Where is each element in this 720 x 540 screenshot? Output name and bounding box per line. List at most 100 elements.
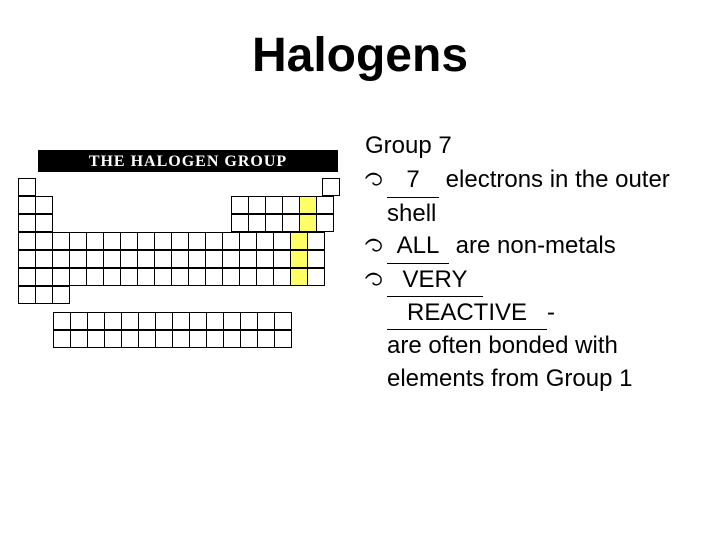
group-heading: Group 7 bbox=[365, 130, 695, 162]
bullet-line-2: REACTIVE- bbox=[387, 297, 695, 330]
pt-cell bbox=[172, 312, 190, 330]
pt-spacer bbox=[18, 312, 54, 330]
pt-cell bbox=[18, 250, 36, 268]
pt-cell bbox=[222, 232, 240, 250]
pt-row bbox=[18, 268, 358, 286]
pt-cell bbox=[206, 330, 224, 348]
pt-cell bbox=[35, 196, 53, 214]
pt-cell bbox=[172, 330, 190, 348]
pt-cell bbox=[240, 330, 258, 348]
pt-cell bbox=[231, 214, 249, 232]
pt-cell bbox=[18, 196, 36, 214]
periodic-table-grid bbox=[18, 178, 358, 348]
pt-cell bbox=[257, 330, 275, 348]
bullet-item: ALL are non-metals bbox=[365, 230, 695, 263]
pt-spacer bbox=[35, 178, 323, 196]
pt-cell bbox=[35, 214, 53, 232]
pt-cell-halogen bbox=[290, 232, 308, 250]
pt-cell bbox=[274, 312, 292, 330]
pt-cell bbox=[223, 330, 241, 348]
bullet-text: - bbox=[547, 299, 555, 326]
pt-spacer bbox=[52, 196, 232, 214]
pt-cell bbox=[248, 214, 266, 232]
pt-cell bbox=[86, 232, 104, 250]
bullet-body: 7 electrons in the outer shell bbox=[387, 164, 695, 230]
pt-cell bbox=[52, 232, 70, 250]
pt-spacer bbox=[52, 214, 232, 232]
pt-cell bbox=[265, 214, 283, 232]
pt-cell bbox=[307, 232, 325, 250]
pt-cell bbox=[103, 250, 121, 268]
pt-cell bbox=[239, 250, 257, 268]
pt-cell bbox=[138, 312, 156, 330]
pt-cell bbox=[223, 312, 241, 330]
pt-cell bbox=[154, 250, 172, 268]
pt-cell bbox=[256, 250, 274, 268]
pt-cell bbox=[87, 312, 105, 330]
pt-cell bbox=[282, 196, 300, 214]
pt-cell bbox=[316, 196, 334, 214]
pt-cell bbox=[206, 312, 224, 330]
pt-cell bbox=[53, 330, 71, 348]
pt-cell bbox=[69, 250, 87, 268]
pt-cell bbox=[239, 232, 257, 250]
pt-cell bbox=[188, 268, 206, 286]
pt-cell bbox=[155, 312, 173, 330]
pt-row bbox=[18, 232, 358, 250]
pt-cell bbox=[52, 286, 70, 304]
fill-blank: ALL bbox=[387, 230, 449, 263]
pt-cell bbox=[35, 250, 53, 268]
pt-cell bbox=[69, 268, 87, 286]
pt-cell bbox=[273, 250, 291, 268]
pt-cell bbox=[256, 232, 274, 250]
bullet-item: VERY REACTIVE-are often bonded with elem… bbox=[365, 264, 695, 396]
pt-cell bbox=[188, 250, 206, 268]
pt-cell bbox=[120, 232, 138, 250]
pt-cell bbox=[69, 232, 87, 250]
pt-cell bbox=[86, 250, 104, 268]
pt-cell bbox=[273, 232, 291, 250]
pt-cell-halogen bbox=[290, 268, 308, 286]
pt-cell bbox=[103, 268, 121, 286]
bullet-item: 7 electrons in the outer shell bbox=[365, 164, 695, 230]
pt-cell bbox=[189, 330, 207, 348]
pt-row bbox=[18, 214, 358, 232]
pt-cell bbox=[154, 268, 172, 286]
pt-cell bbox=[35, 268, 53, 286]
periodic-table-area: THE HALOGEN GROUP bbox=[18, 150, 358, 348]
bullet-body: ALL are non-metals bbox=[387, 230, 695, 263]
fill-blank: VERY bbox=[387, 264, 483, 297]
pt-cell bbox=[70, 312, 88, 330]
pt-cell bbox=[239, 268, 257, 286]
halogen-group-label-text: THE HALOGEN GROUP bbox=[89, 153, 287, 170]
pt-cell bbox=[18, 232, 36, 250]
pt-cell bbox=[231, 196, 249, 214]
bullet-text: are non-metals bbox=[449, 232, 616, 259]
pt-cell bbox=[205, 250, 223, 268]
pt-cell bbox=[222, 268, 240, 286]
bullet-icon bbox=[365, 166, 383, 188]
pt-cell bbox=[316, 214, 334, 232]
bullet-body: VERY REACTIVE-are often bonded with elem… bbox=[387, 264, 695, 396]
fill-blank: REACTIVE bbox=[387, 297, 547, 330]
pt-cell bbox=[322, 178, 340, 196]
pt-cell bbox=[137, 250, 155, 268]
pt-cell bbox=[205, 268, 223, 286]
pt-cell bbox=[154, 232, 172, 250]
pt-cell bbox=[171, 232, 189, 250]
pt-spacer bbox=[18, 330, 54, 348]
pt-cell bbox=[307, 250, 325, 268]
bullet-text: are often bonded with elements from Grou… bbox=[387, 330, 695, 395]
pt-cell bbox=[18, 286, 36, 304]
pt-cell bbox=[104, 330, 122, 348]
pt-cell bbox=[18, 214, 36, 232]
pt-cell bbox=[121, 330, 139, 348]
pt-cell bbox=[155, 330, 173, 348]
pt-cell bbox=[273, 268, 291, 286]
pt-cell bbox=[104, 312, 122, 330]
pt-cell bbox=[222, 250, 240, 268]
pt-cell bbox=[138, 330, 156, 348]
pt-cell bbox=[35, 232, 53, 250]
pt-cell bbox=[240, 312, 258, 330]
pt-cell bbox=[18, 178, 36, 196]
